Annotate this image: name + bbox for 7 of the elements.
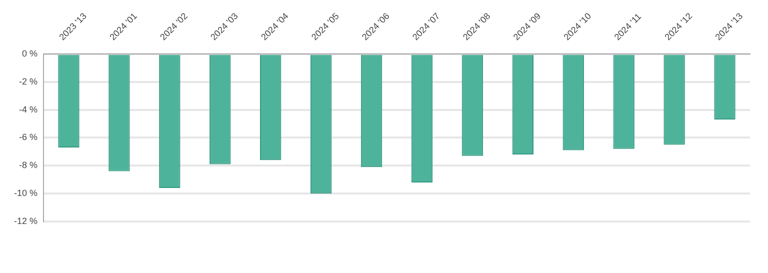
y-tick-label: -8 % [18,160,38,170]
y-tick-label: 0 % [22,48,38,58]
y-tick-label: -10 % [14,188,38,198]
y-tick-label: -4 % [18,104,38,114]
y-tick-label: -12 % [14,216,38,226]
y-tick-label: -2 % [18,76,38,86]
y-tick-label: -6 % [18,132,38,142]
